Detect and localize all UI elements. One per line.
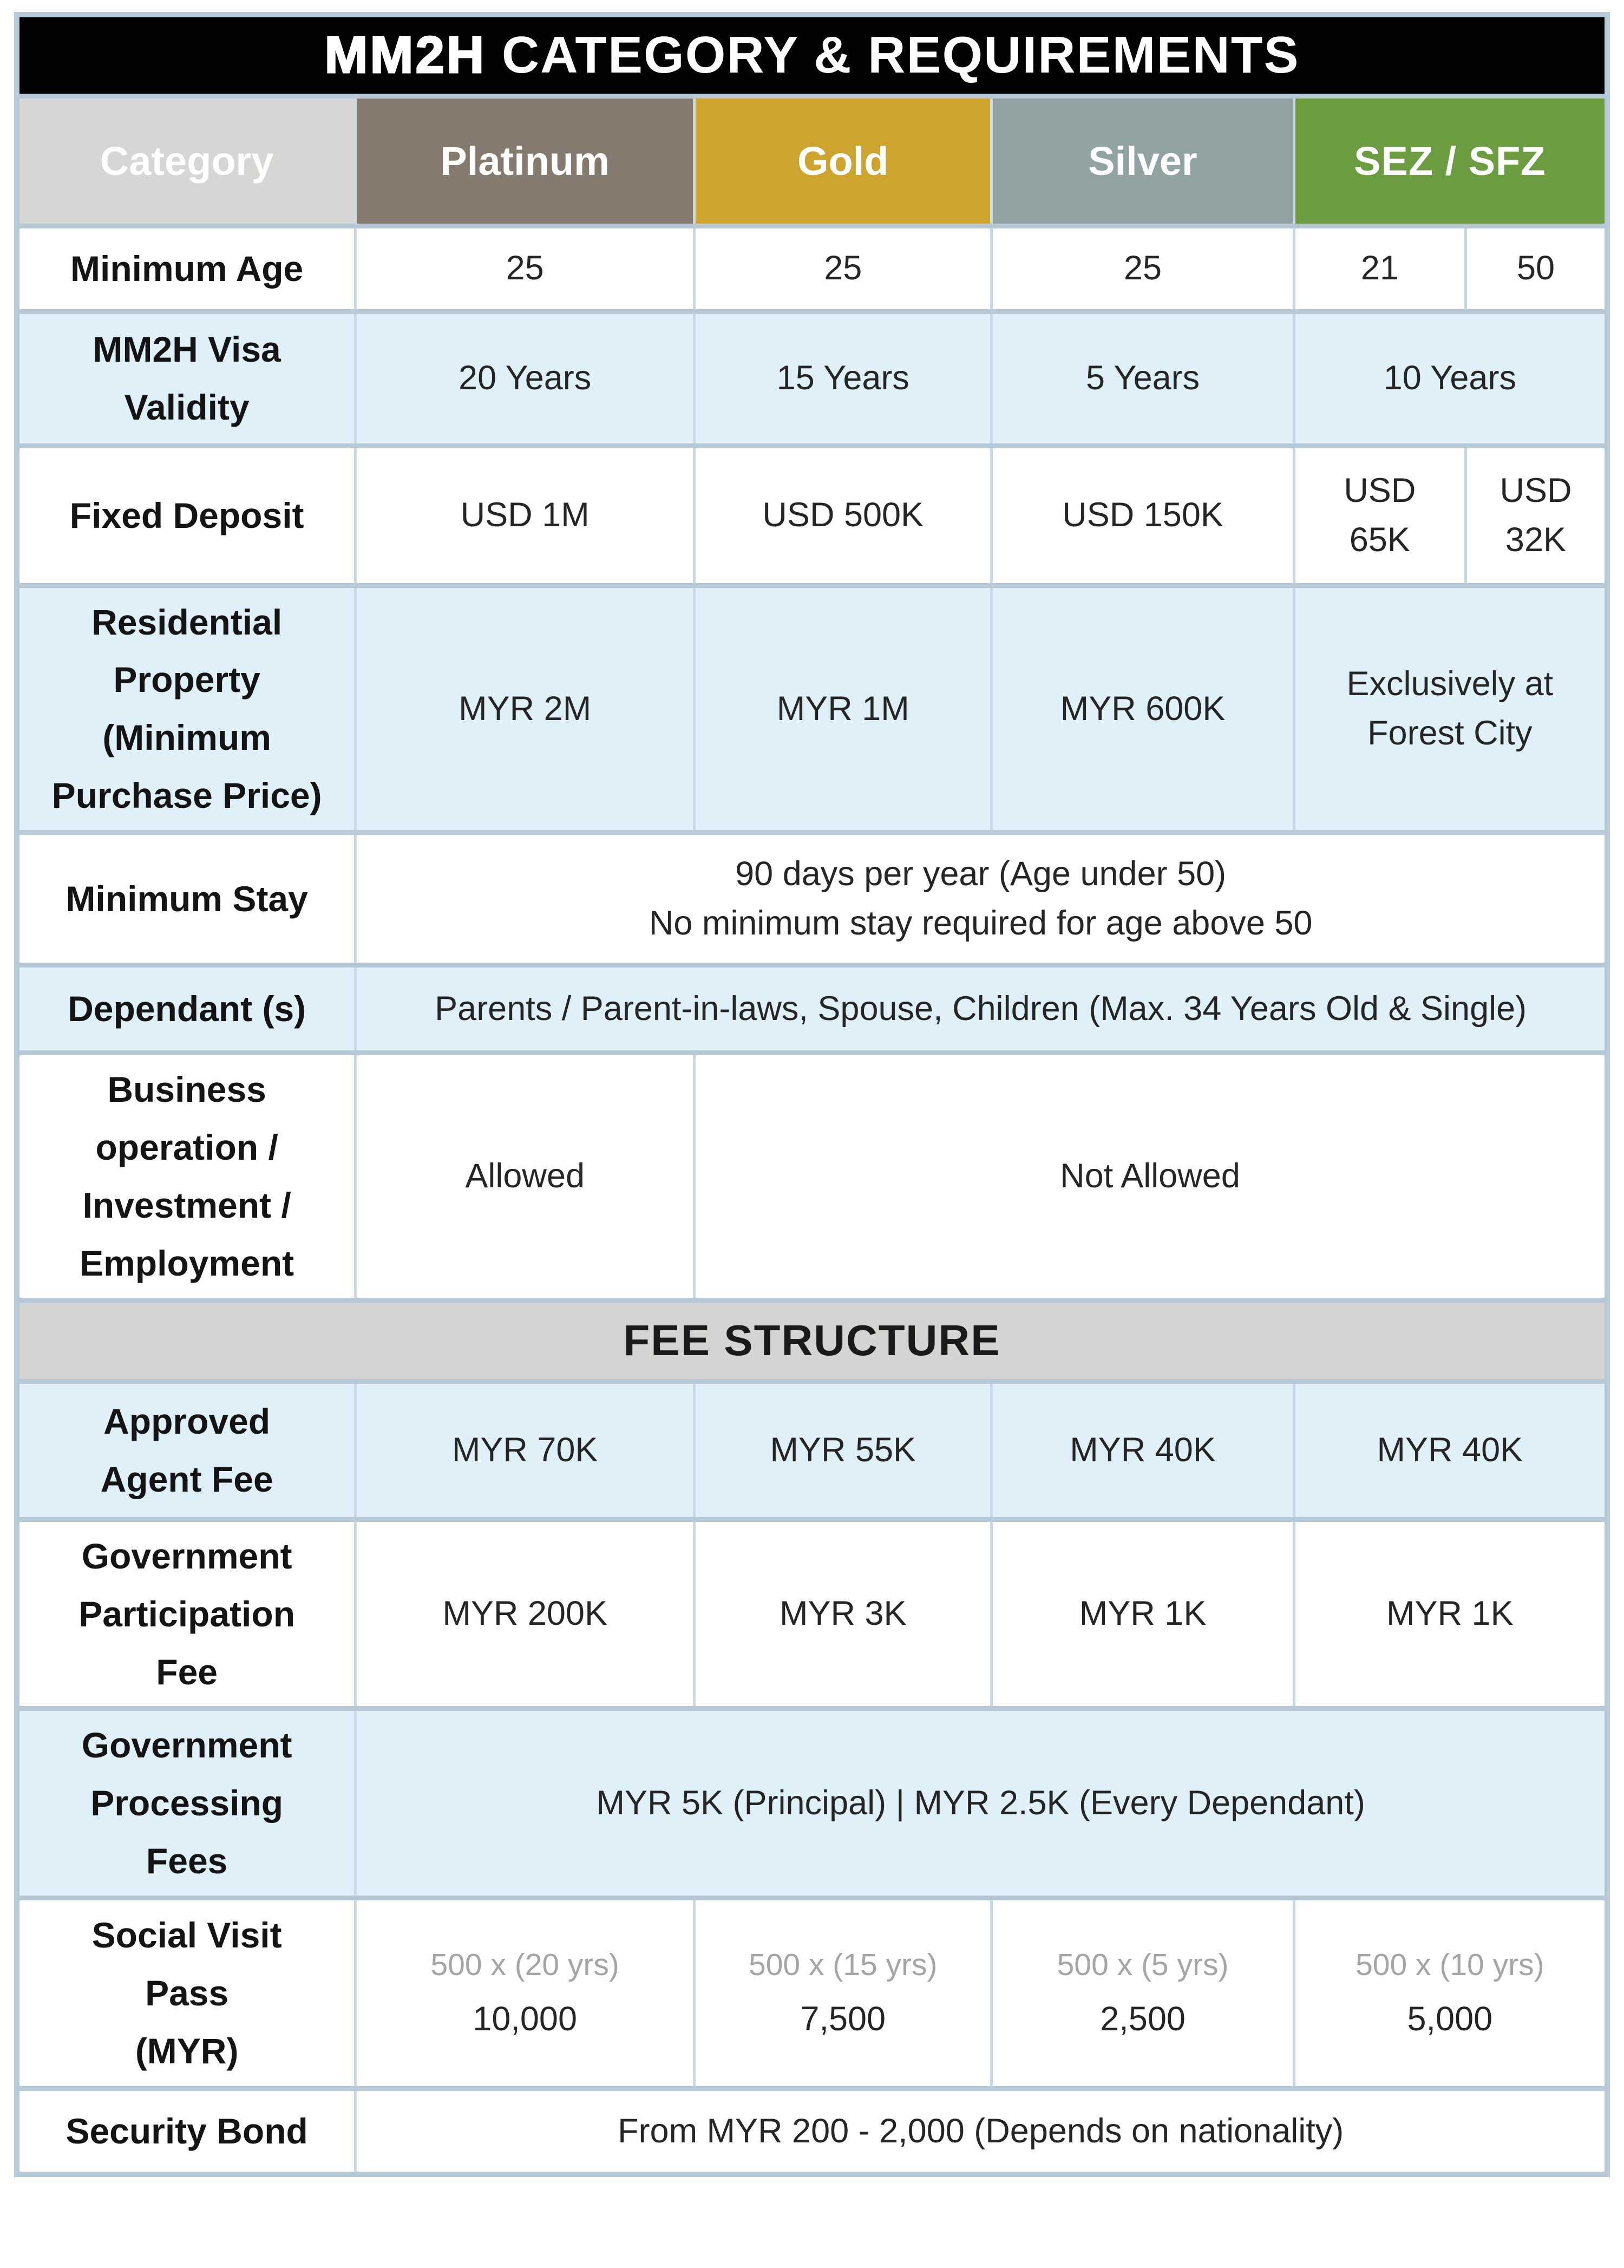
social-visit-pass-gold-total: 7,500 [800,2000,886,2038]
fee-structure-heading: FEE STRUCTURE [15,1297,1609,1384]
processing-fee-value: MYR 5K (Principal) | MYR 2.5K (Every Dep… [354,1706,1609,1901]
fixed-deposit-row: Fixed Deposit USD 1M USD 500K USD 150K U… [15,443,1609,588]
dependants-row: Dependant (s) Parents / Parent-in-laws, … [15,963,1609,1056]
social-visit-pass-sez-formula: 500 x (10 yrs) [1355,1947,1544,1982]
header-sez-sfz-cell: SEZ / SFZ [1292,93,1609,228]
security-bond-label: Security Bond [15,2086,357,2177]
minimum-age-sez21-value: 21 [1292,223,1467,314]
residential-property-gold-value: MYR 1M [693,583,993,835]
fixed-deposit-platinum-value: USD 1M [354,443,696,588]
minimum-stay-value: 90 days per year (Age under 50) No minim… [354,830,1609,968]
fixed-deposit-sez50-value: USD 32K [1464,443,1609,588]
minimum-age-platinum-value: 25 [354,223,696,314]
residential-property-row: Residential Property (Minimum Purchase P… [15,583,1609,835]
agent-fee-sez-value: MYR 40K [1292,1378,1609,1522]
page-title: MM2H CATEGORY & REQUIREMENTS [15,12,1609,99]
minimum-age-row: Minimum Age 25 25 25 21 50 [15,223,1609,314]
social-visit-pass-sez-total: 5,000 [1407,2000,1493,2038]
participation-fee-gold-value: MYR 3K [693,1517,993,1711]
social-visit-pass-silver-value: 500 x (5 yrs) 2,500 [990,1896,1295,2091]
visa-validity-gold-value: 15 Years [693,309,993,448]
social-visit-pass-sez-value: 500 x (10 yrs) 5,000 [1292,1896,1609,2091]
residential-property-silver-value: MYR 600K [990,583,1295,835]
visa-validity-platinum-value: 20 Years [354,309,696,448]
social-visit-pass-platinum-value: 500 x (20 yrs) 10,000 [354,1896,696,2091]
minimum-stay-label: Minimum Stay [15,830,357,968]
title-rest-text: CATEGORY & REQUIREMENTS [501,26,1300,84]
security-bond-row: Security Bond From MYR 200 - 2,000 (Depe… [15,2086,1609,2177]
mm2h-requirements-table: MM2H CATEGORY & REQUIREMENTS Category Pl… [14,12,1610,2177]
security-bond-value: From MYR 200 - 2,000 (Depends on nationa… [354,2086,1609,2177]
header-silver-cell: Silver [990,93,1295,228]
dependants-label: Dependant (s) [15,963,357,1056]
agent-fee-label: Approved Agent Fee [15,1378,357,1522]
residential-property-platinum-value: MYR 2M [354,583,696,835]
visa-validity-silver-value: 5 Years [990,309,1295,448]
fixed-deposit-sez21-value: USD 65K [1292,443,1467,588]
minimum-age-silver-value: 25 [990,223,1295,314]
participation-fee-sez-value: MYR 1K [1292,1517,1609,1711]
social-visit-pass-silver-formula: 500 x (5 yrs) [1057,1947,1229,1982]
processing-fee-row: Government Processing Fees MYR 5K (Princ… [15,1706,1609,1901]
residential-property-sez-value: Exclusively at Forest City [1292,583,1609,835]
processing-fee-label: Government Processing Fees [15,1706,357,1901]
participation-fee-row: Government Participation Fee MYR 200K MY… [15,1517,1609,1711]
visa-validity-label: MM2H Visa Validity [15,309,357,448]
visa-validity-row: MM2H Visa Validity 20 Years 15 Years 5 Y… [15,309,1609,448]
agent-fee-platinum-value: MYR 70K [354,1378,696,1522]
header-platinum-cell: Platinum [354,93,696,228]
dependants-value: Parents / Parent-in-laws, Spouse, Childr… [354,963,1609,1056]
title-row: MM2H CATEGORY & REQUIREMENTS [15,12,1609,99]
header-category-cell: Category [15,93,357,228]
social-visit-pass-label: Social Visit Pass (MYR) [15,1896,357,2091]
participation-fee-label: Government Participation Fee [15,1517,357,1711]
minimum-age-label: Minimum Age [15,223,357,314]
agent-fee-gold-value: MYR 55K [693,1378,993,1522]
minimum-age-gold-value: 25 [693,223,993,314]
residential-property-label: Residential Property (Minimum Purchase P… [15,583,357,835]
fixed-deposit-gold-value: USD 500K [693,443,993,588]
visa-validity-sez-value: 10 Years [1292,309,1609,448]
social-visit-pass-gold-value: 500 x (15 yrs) 7,500 [693,1896,993,2091]
social-visit-pass-platinum-formula: 500 x (20 yrs) [430,1947,619,1982]
business-operation-row: Business operation / Investment / Employ… [15,1050,1609,1303]
participation-fee-silver-value: MYR 1K [990,1517,1295,1711]
title-brand-text: MM2H [324,25,487,85]
fixed-deposit-silver-value: USD 150K [990,443,1295,588]
business-operation-platinum-value: Allowed [354,1050,696,1303]
business-operation-label: Business operation / Investment / Employ… [15,1050,357,1303]
business-operation-others-value: Not Allowed [693,1050,1609,1303]
social-visit-pass-platinum-total: 10,000 [473,2000,578,2038]
minimum-stay-row: Minimum Stay 90 days per year (Age under… [15,830,1609,968]
agent-fee-row: Approved Agent Fee MYR 70K MYR 55K MYR 4… [15,1378,1609,1522]
fee-structure-heading-row: FEE STRUCTURE [15,1297,1609,1384]
minimum-age-sez50-value: 50 [1464,223,1609,314]
agent-fee-silver-value: MYR 40K [990,1378,1295,1522]
social-visit-pass-row: Social Visit Pass (MYR) 500 x (20 yrs) 1… [15,1896,1609,2091]
social-visit-pass-gold-formula: 500 x (15 yrs) [749,1947,938,1982]
participation-fee-platinum-value: MYR 200K [354,1517,696,1711]
fixed-deposit-label: Fixed Deposit [15,443,357,588]
social-visit-pass-silver-total: 2,500 [1100,2000,1186,2038]
header-gold-cell: Gold [693,93,993,228]
column-header-row: Category Platinum Gold Silver SEZ / SFZ [15,93,1609,228]
